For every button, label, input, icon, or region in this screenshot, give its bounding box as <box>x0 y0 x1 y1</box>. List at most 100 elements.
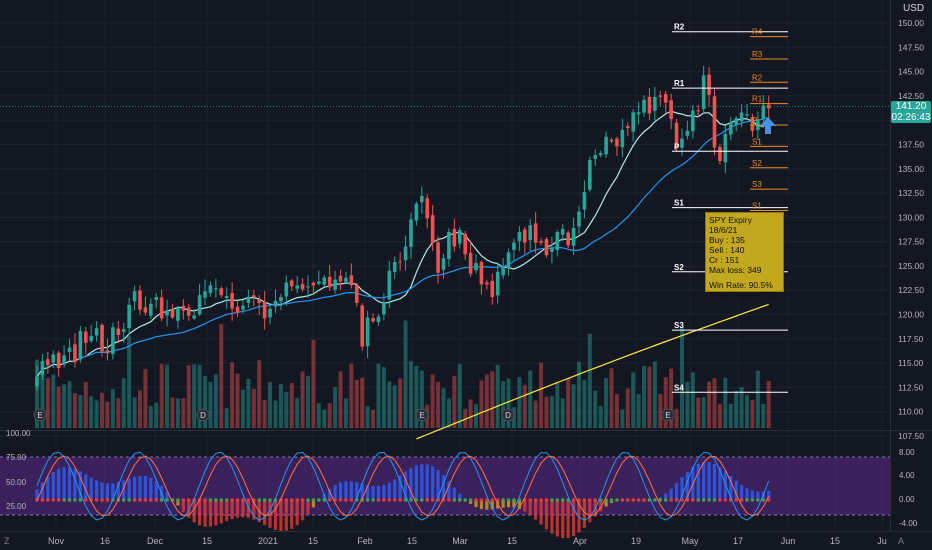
oscillator-right-label: 8.00 <box>899 448 915 457</box>
candle-body <box>300 284 305 290</box>
squeeze-dot <box>533 498 538 502</box>
histogram-bar <box>452 487 456 500</box>
price-axis-tick: 130.00 <box>898 212 924 222</box>
candle-body <box>159 297 164 319</box>
time-axis-labels[interactable]: Nov 16 Dec 15 2021 15 Feb 15 Mar 15 Apr 19 May 17 Jun 1… <box>48 536 887 546</box>
candle-body <box>631 112 635 132</box>
volume-bar <box>376 363 381 428</box>
squeeze-dot <box>46 498 50 502</box>
histogram-bar <box>338 482 343 500</box>
price-axis-labels[interactable]: 150.00147.50145.00142.50140.00137.50135.… <box>898 18 924 441</box>
histogram-bar <box>517 500 521 509</box>
histogram-bar <box>360 483 364 500</box>
volume-bar <box>137 390 142 428</box>
candle-body <box>387 270 392 300</box>
histogram-bar <box>485 500 489 510</box>
candle-body <box>230 293 234 309</box>
volume-bar <box>717 404 722 428</box>
volume-bar <box>674 408 679 428</box>
candle-body <box>566 232 570 246</box>
squeeze-dot <box>300 498 305 502</box>
candle-body <box>479 262 484 285</box>
event-marker-dividend[interactable] <box>501 408 515 422</box>
candle-body <box>197 295 202 315</box>
candle-body <box>78 331 83 360</box>
volume-bar <box>192 364 197 428</box>
volume-bar <box>268 382 273 428</box>
candle-body <box>365 317 370 347</box>
squeeze-dot <box>62 498 66 502</box>
squeeze-dot <box>295 498 299 502</box>
candle-body <box>181 305 186 311</box>
histogram-bar <box>528 500 532 516</box>
event-marker-earnings[interactable] <box>415 408 429 422</box>
event-marker-earnings[interactable] <box>661 408 675 422</box>
candle-body <box>203 291 207 298</box>
histogram-bar <box>46 476 50 500</box>
squeeze-dot <box>495 498 500 502</box>
volume-bar <box>203 376 208 428</box>
volume-bar <box>446 398 451 428</box>
candlestick-series[interactable] <box>35 65 771 392</box>
volume-bar <box>701 397 706 428</box>
timezone-toggle-icon[interactable]: Z <box>4 536 10 546</box>
squeeze-dot <box>154 498 159 502</box>
trade-note-box[interactable]: SPY Expiry 18/6/21 Buy : 135 Sell : 140 … <box>705 212 784 300</box>
candle-body <box>219 288 224 296</box>
trade-note-buy: Buy : 135 <box>709 235 745 245</box>
volume-bar <box>165 364 170 428</box>
candle-body <box>51 354 56 363</box>
candle-body <box>105 350 110 354</box>
histogram-bar <box>40 482 45 500</box>
volume-bar <box>349 363 354 428</box>
squeeze-dot <box>289 498 294 502</box>
squeeze-dot <box>474 498 478 502</box>
histogram-bar <box>420 464 424 500</box>
candle-body <box>701 75 706 109</box>
event-marker-dividend[interactable] <box>196 408 210 422</box>
price-axis-tick: 147.50 <box>898 42 924 52</box>
volume-bar <box>750 400 755 428</box>
histogram-bar <box>756 491 760 500</box>
histogram-bar <box>214 500 218 526</box>
squeeze-dot <box>430 498 435 502</box>
histogram-bar <box>523 500 527 512</box>
candle-body <box>186 307 191 316</box>
squeeze-dot <box>588 498 592 502</box>
candle-body <box>588 160 592 190</box>
candle-body <box>555 231 560 250</box>
squeeze-dot <box>398 498 402 502</box>
auto-scale-toggle[interactable]: A <box>898 536 905 546</box>
candle-body <box>268 308 272 318</box>
squeeze-dot <box>159 498 164 502</box>
volume-bar <box>35 359 39 428</box>
volume-bar <box>533 400 538 428</box>
squeeze-dot <box>452 498 457 502</box>
volume-bar <box>295 398 300 428</box>
price-axis-tick: 112.50 <box>898 382 924 392</box>
squeeze-dot <box>674 498 679 502</box>
volume-bar <box>127 335 132 428</box>
squeeze-dot <box>756 498 760 502</box>
histogram-bar <box>273 500 278 530</box>
histogram-bar <box>490 500 494 510</box>
volume-bar <box>430 374 435 428</box>
squeeze-dot <box>387 498 392 502</box>
volume-bar <box>56 386 61 428</box>
histogram-bar <box>143 476 147 500</box>
candle-body <box>371 318 375 322</box>
histogram-bar <box>403 471 408 500</box>
event-marker-earnings[interactable] <box>33 408 47 422</box>
volume-bar <box>116 398 121 428</box>
candle-body <box>333 279 337 290</box>
candle-body <box>533 223 538 243</box>
squeeze-dot <box>284 498 289 502</box>
squeeze-dot <box>582 498 587 502</box>
histogram-bar <box>447 481 451 500</box>
monthly-pivot-label: S4 <box>674 383 684 392</box>
squeeze-dot <box>420 498 424 502</box>
histogram-bar <box>436 470 440 500</box>
volume-bar <box>392 385 397 428</box>
